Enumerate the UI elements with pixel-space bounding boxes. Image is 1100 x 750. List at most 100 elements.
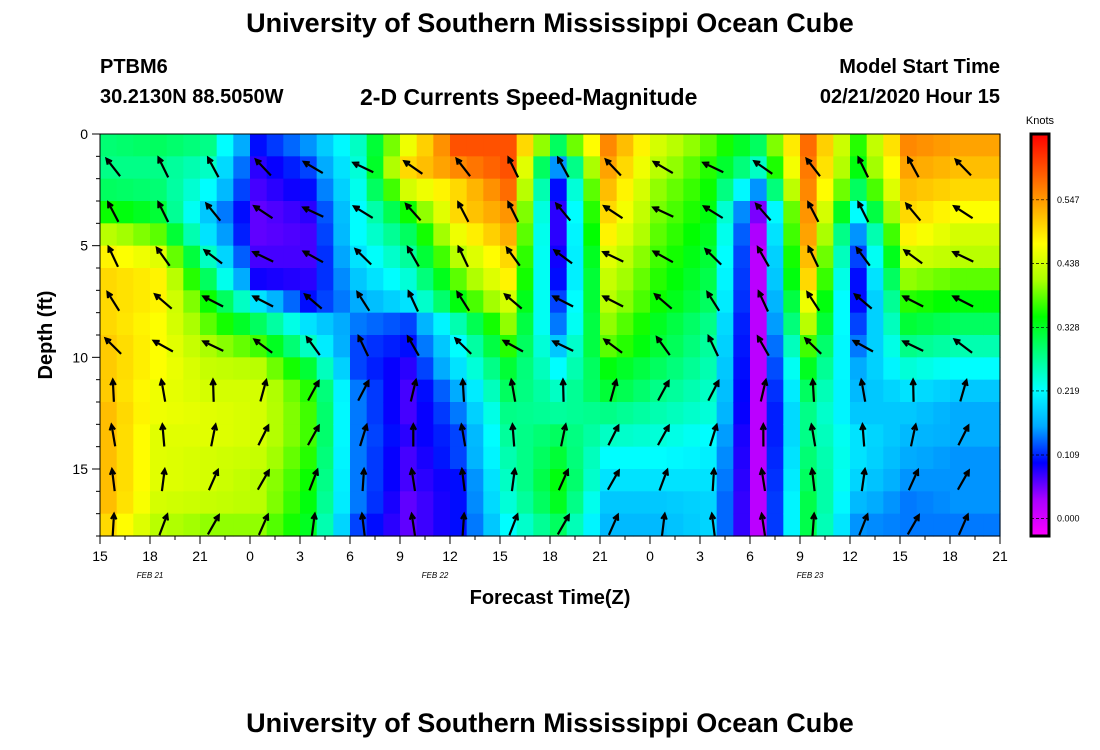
heatmap-cell [150,178,168,202]
heatmap-cell [716,402,734,425]
heatmap-cell [466,402,484,425]
current-vector-arrow [657,423,670,446]
heatmap-cell [983,268,1001,291]
heatmap-cell [266,379,284,403]
heatmap-cell [750,357,768,381]
heatmap-cell [933,379,951,403]
heatmap-cell [683,290,701,314]
heatmap-cell [733,178,751,202]
current-vector-arrow [607,512,620,536]
heatmap-cell [783,178,801,202]
heatmap-cell [200,491,218,515]
heatmap-cell [366,134,384,157]
heatmap-cell [116,357,134,381]
heatmap-cell [900,223,918,247]
current-vector-arrow [556,513,571,535]
heatmap-cell [233,379,251,403]
heatmap-cell [683,245,701,269]
heatmap-cell [766,357,784,381]
heatmap-cell [950,156,968,180]
current-vector-arrow [909,422,919,447]
heatmap-cell [133,268,151,291]
current-vector-arrow [657,379,670,402]
heatmap-cell [216,379,234,403]
heatmap-cell [900,268,918,291]
heatmap-cell [700,491,718,515]
heatmap-cell [966,424,984,448]
current-vector-arrow [952,204,974,220]
heatmap-cell [233,424,251,448]
heatmap-cell [766,424,784,448]
heatmap-cell [683,223,701,247]
heatmap-cell [633,513,651,537]
heatmap-cell [100,402,118,425]
heatmap-cell [266,156,284,180]
heatmap-cell [333,201,351,224]
current-vector-arrow [651,250,674,264]
heatmap-cell [400,491,418,515]
heatmap-cell [116,290,134,314]
heatmap-cell [250,156,268,180]
heatmap-cell [416,513,434,537]
heatmap-cell [183,156,201,180]
heatmap-cell [516,335,534,358]
heatmap-cell [316,134,334,157]
heatmap-cell [500,312,518,336]
heatmap-cell [150,312,168,336]
heatmap-cell [400,178,418,202]
heatmap-cell [516,201,534,224]
heatmap-cell [866,446,884,470]
current-vector-arrow [803,336,822,355]
heatmap-cell [483,491,501,515]
current-vector-arrow [358,511,367,536]
heatmap-cell [483,178,501,202]
heatmap-cell [800,156,818,180]
heatmap-cell [116,513,134,537]
heatmap-cell [300,491,318,515]
current-vector-arrow [904,201,922,222]
heatmap-cell [633,178,651,202]
heatmap-cell [800,402,818,425]
heatmap-cell [316,223,334,247]
heatmap-cell [233,156,251,180]
heatmap-cell [333,513,351,537]
heatmap-cell [366,379,384,403]
heatmap-cell [966,290,984,314]
heatmap-cell [416,223,434,247]
heatmap-cell [866,379,884,403]
heatmap-cell [900,402,918,425]
current-vector-arrow [409,422,418,447]
heatmap-cell [883,379,901,403]
heatmap-cell [566,379,584,403]
heatmap-cell [900,357,918,381]
heatmap-cell [550,312,568,336]
x-tick-label: 21 [192,548,208,564]
heatmap-cell [600,268,618,291]
current-vector-arrow [301,206,324,218]
heatmap-cell [233,402,251,425]
current-vector-arrow [859,422,867,447]
heatmap-cell [800,178,818,202]
heatmap-cell [633,201,651,224]
heatmap-cell [816,335,834,358]
heatmap-cell [300,290,318,314]
current-vector-arrow [956,468,971,491]
current-vector-arrow [409,377,419,402]
heatmap-cell [383,491,401,515]
heatmap-cell [533,245,551,269]
heatmap-cell [116,379,134,403]
current-vector-arrow [157,155,170,178]
heatmap-cell [983,446,1001,470]
current-vector-arrow [855,246,871,267]
heatmap-cell [533,156,551,180]
heatmap-cell [733,379,751,403]
current-vector-arrow [857,155,870,178]
heatmap-cell [300,446,318,470]
heatmap-cell [516,290,534,314]
heatmap-cell [283,446,301,470]
heatmap-cell [250,424,268,448]
heatmap-cell [666,469,684,492]
heatmap-cell [816,290,834,314]
heatmap-cell [533,201,551,224]
heatmap-cell [933,491,951,515]
